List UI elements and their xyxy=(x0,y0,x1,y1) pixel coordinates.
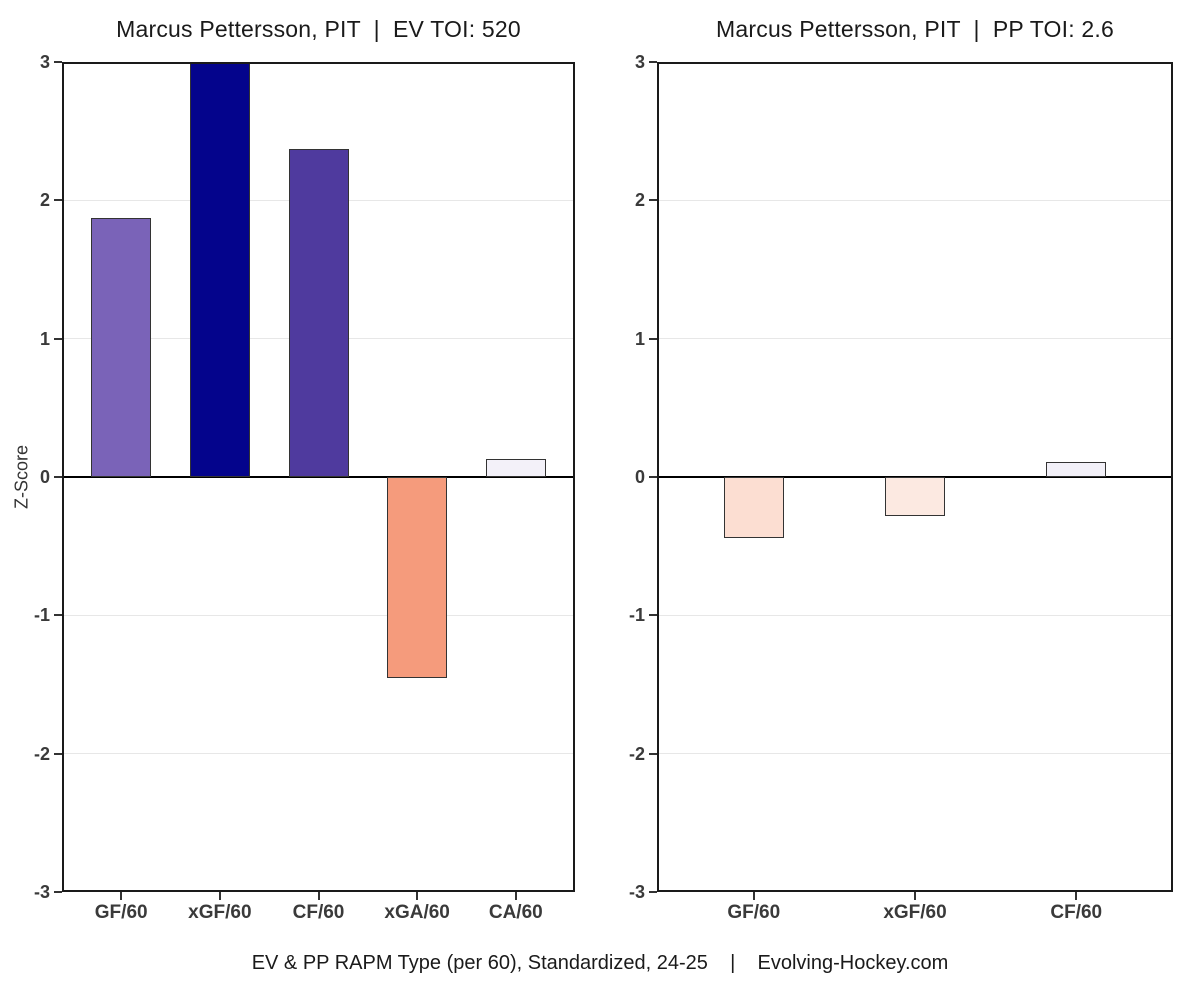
gridline xyxy=(62,614,575,616)
x-axis-label-gf-60: GF/60 xyxy=(94,902,148,923)
x-axis-label-xgf-60: xGF/60 xyxy=(188,902,252,923)
x-tick-mark xyxy=(416,892,419,900)
x-axis-label-cf-60: CF/60 xyxy=(292,902,345,923)
y-tick-label: 1 xyxy=(634,328,645,349)
y-tick-label: 3 xyxy=(634,52,645,72)
y-tick-mark xyxy=(649,752,657,755)
y-tick-mark xyxy=(54,476,62,478)
bar-gf-60 xyxy=(91,218,152,477)
y-tick-label: -1 xyxy=(628,605,645,626)
y-tick-mark xyxy=(54,199,62,202)
y-tick-label: 2 xyxy=(39,190,50,211)
chart-title-ev: Marcus Pettersson, PIT | EV TOI: 520 xyxy=(116,16,521,42)
right-plot-panel xyxy=(657,62,1173,892)
x-tick-mark xyxy=(120,892,123,900)
x-tick-mark xyxy=(752,892,755,900)
y-tick-mark xyxy=(54,614,62,617)
y-tick-mark xyxy=(649,476,657,478)
x-axis-label-xgf-60: xGF/60 xyxy=(883,902,947,923)
gridline xyxy=(657,753,1173,755)
y-tick-label: 2 xyxy=(634,190,645,211)
x-tick-mark xyxy=(218,892,221,900)
y-tick-label: -1 xyxy=(33,605,50,626)
left-plot-panel xyxy=(62,62,575,892)
y-tick-label: -2 xyxy=(33,743,50,764)
y-tick-mark xyxy=(54,891,62,893)
y-tick-mark xyxy=(54,337,62,340)
gridline xyxy=(657,614,1173,616)
x-tick-mark xyxy=(317,892,320,900)
y-tick-label: 0 xyxy=(634,467,645,487)
bar-cf-60 xyxy=(1046,461,1107,477)
x-tick-mark xyxy=(1075,892,1078,900)
y-tick-mark xyxy=(649,891,657,893)
gridline xyxy=(657,338,1173,340)
x-axis-label-cf-60: CF/60 xyxy=(1050,902,1103,923)
y-tick-mark xyxy=(649,61,657,63)
gridline xyxy=(657,199,1173,201)
zero-line xyxy=(62,476,575,478)
x-tick-mark xyxy=(914,892,916,900)
x-tick-mark xyxy=(514,892,517,900)
bar-gf-60 xyxy=(723,477,784,538)
gridline xyxy=(62,753,575,755)
y-tick-mark xyxy=(54,752,62,755)
bar-xgf-60 xyxy=(885,477,945,516)
x-axis-label-gf-60: GF/60 xyxy=(727,902,781,923)
bar-cf-60 xyxy=(288,149,349,477)
y-tick-label: -3 xyxy=(628,882,645,902)
chart-title-pp: Marcus Pettersson, PIT | PP TOI: 2.6 xyxy=(716,16,1114,42)
y-tick-mark xyxy=(54,61,62,63)
y-tick-label: -3 xyxy=(33,882,50,902)
y-tick-label: 0 xyxy=(39,467,50,487)
y-tick-label: 1 xyxy=(39,328,50,349)
bar-xgf-60 xyxy=(189,62,250,477)
x-axis-label-ca-60: CA/60 xyxy=(488,902,543,923)
y-tick-label: -2 xyxy=(628,743,645,764)
y-tick-mark xyxy=(649,614,657,617)
y-tick-mark xyxy=(649,337,657,340)
y-tick-label: 3 xyxy=(39,52,50,72)
bar-ca-60 xyxy=(485,459,546,477)
figure-caption: EV & PP RAPM Type (per 60), Standardized… xyxy=(251,952,949,974)
y-tick-mark xyxy=(649,199,657,202)
bar-xga-60 xyxy=(387,477,448,678)
x-axis-label-xga-60: xGA/60 xyxy=(384,902,450,923)
